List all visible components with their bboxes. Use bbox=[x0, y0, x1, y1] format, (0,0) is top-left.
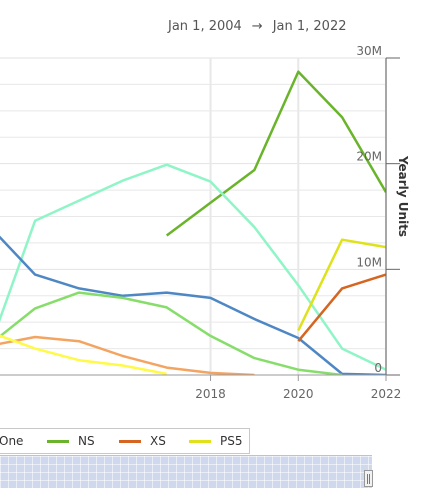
range-navigator[interactable] bbox=[0, 455, 372, 488]
legend-label-xone: One bbox=[0, 434, 24, 448]
legend-item-xone[interactable]: One bbox=[0, 429, 23, 453]
series-group bbox=[0, 70, 386, 375]
x-tick-label: 2018 bbox=[195, 387, 226, 401]
series-line-ps5 bbox=[297, 238, 386, 332]
legend-swatch-ps5 bbox=[189, 439, 211, 443]
x-tick-label: 2020 bbox=[283, 387, 314, 401]
legend-swatch-xs bbox=[119, 439, 141, 443]
x-tick-label: 2022 bbox=[371, 387, 402, 401]
legend-item-ns[interactable]: NS bbox=[47, 429, 95, 453]
y-tick-label: 30M bbox=[356, 44, 382, 58]
legend-label-ns: NS bbox=[78, 434, 95, 448]
y-tick-label: 0 bbox=[374, 361, 382, 375]
date-from[interactable]: Jan 1, 2004 bbox=[168, 19, 242, 34]
legend-label-xs: XS bbox=[150, 434, 166, 448]
date-to[interactable]: Jan 1, 2022 bbox=[272, 19, 347, 34]
date-arrow: → bbox=[251, 19, 263, 34]
series-line-wii-u bbox=[0, 335, 255, 375]
y-tick-label: 20M bbox=[356, 150, 382, 164]
navigator-outside bbox=[372, 455, 442, 487]
series-line-ps4 bbox=[0, 163, 386, 371]
legend-item-ps5[interactable]: PS5 bbox=[189, 429, 243, 453]
navigator-handle[interactable] bbox=[364, 470, 373, 487]
date-range: Jan 1, 2004 → Jan 1, 2022 bbox=[168, 19, 347, 34]
series-line-xs bbox=[297, 273, 386, 342]
legend-item-xs[interactable]: XS bbox=[119, 429, 166, 453]
legend-label-ps5: PS5 bbox=[220, 434, 243, 448]
y-axis-title: Yearly Units bbox=[396, 155, 410, 237]
series-line-ns bbox=[165, 70, 386, 237]
y-tick-label: 10M bbox=[356, 255, 382, 269]
series-line-3ds bbox=[0, 235, 386, 375]
line-chart: 0 10M 20M 30M Yearly Units 2018 2020 2022 bbox=[0, 44, 410, 401]
series-line-vita bbox=[0, 334, 167, 375]
legend-swatch-ns bbox=[47, 439, 69, 443]
series-line-ps3 bbox=[0, 320, 167, 375]
series-line-xone bbox=[0, 291, 343, 375]
legend: One NS XS PS5 bbox=[0, 428, 250, 454]
